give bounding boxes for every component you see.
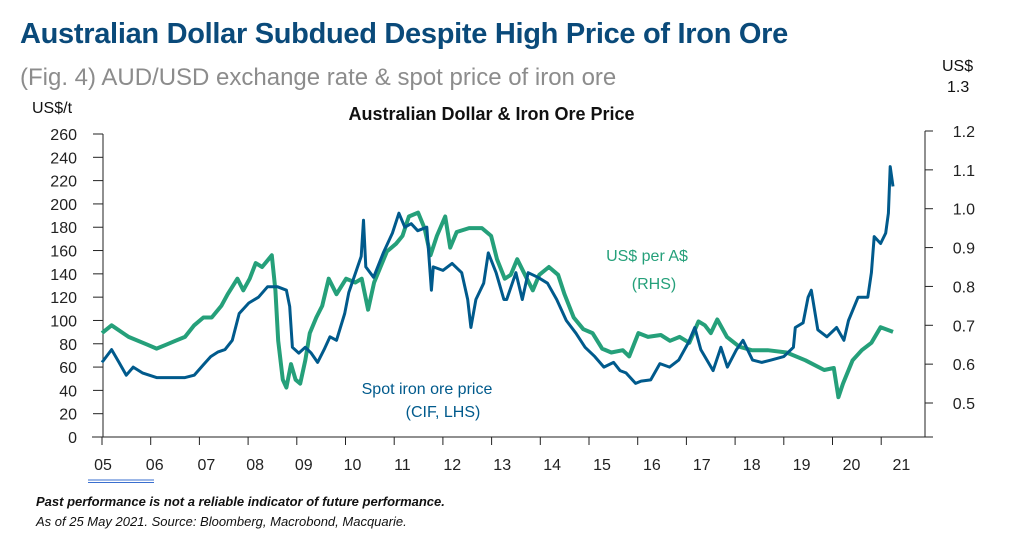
source-note: As of 25 May 2021. Source: Bloomberg, Ma… (36, 514, 407, 529)
left-axis-unit: US$/t (32, 100, 73, 117)
chart-title: Australian Dollar & Iron Ore Price (0, 104, 1003, 125)
left-tick-label: 140 (50, 267, 77, 284)
left-tick-label: 100 (50, 313, 77, 330)
left-tick-label: 20 (59, 407, 77, 424)
x-tick-label: 07 (198, 457, 216, 474)
aud-series-label-line2: (RHS) (632, 276, 676, 293)
right-tick-label: 1.0 (953, 202, 975, 219)
left-tick-label: 0 (68, 430, 77, 447)
right-tick-label: 0.6 (953, 357, 975, 374)
right-axis-unit: US$ (942, 58, 974, 75)
left-tick-label: 60 (59, 360, 77, 377)
x-tick-label: 16 (643, 457, 661, 474)
left-tick-label: 40 (59, 383, 77, 400)
left-tick-label: 80 (59, 337, 77, 354)
disclaimer: Past performance is not a reliable indic… (36, 494, 445, 509)
axes: 0 20 40 60 80 100 120 140 160 180 200 220 240 260 0.5 0… (50, 124, 975, 483)
page-title: Australian Dollar Subdued Despite High P… (20, 18, 788, 50)
x-tick-label: 10 (344, 457, 362, 474)
x-tick-label: 19 (793, 457, 811, 474)
x-tick-label: 18 (743, 457, 761, 474)
aud-series-label: US$ per A$ (606, 248, 688, 265)
x-tick-label: 13 (493, 457, 511, 474)
x-tick-label: 09 (295, 457, 313, 474)
right-axis-extra-label: 1.3 (947, 79, 970, 96)
left-tick-label: 220 (50, 174, 77, 191)
iron-ore-line (100, 165, 895, 385)
x-tick-label: 14 (543, 457, 561, 474)
right-tick-label: 0.9 (953, 241, 975, 258)
x-tick-label: 20 (843, 457, 861, 474)
page-subtitle: (Fig. 4) AUD/USD exchange rate & spot pr… (20, 64, 617, 91)
x-tick-label: 06 (146, 457, 164, 474)
right-tick-label: 0.5 (953, 396, 975, 413)
x-tick-label: 05 (94, 457, 112, 474)
right-tick-label: 1.2 (953, 124, 975, 141)
left-tick-label: 200 (50, 197, 77, 214)
chart-title-text: Australian Dollar & Iron Ore Price (348, 104, 635, 124)
iron-ore-series-label: Spot iron ore price (362, 381, 493, 398)
left-tick-label: 180 (50, 220, 77, 237)
left-tick-label: 160 (50, 244, 77, 261)
x-tick-label: 11 (394, 457, 411, 474)
right-tick-label: 0.7 (953, 318, 975, 335)
right-tick-label: 0.8 (953, 279, 975, 296)
right-tick-label: 1.1 (953, 163, 975, 180)
left-tick-label: 240 (50, 150, 77, 167)
x-tick-label: 12 (443, 457, 461, 474)
left-tick-label: 260 (50, 127, 77, 144)
aud-line (100, 210, 894, 400)
x-tick-label: 21 (893, 457, 911, 474)
x-tick-label: 15 (593, 457, 611, 474)
x-tick-label: 17 (693, 457, 711, 474)
series-group (100, 165, 895, 400)
x-tick-label: 08 (246, 457, 264, 474)
left-tick-label: 120 (50, 290, 77, 307)
iron-ore-series-label-line2: (CIF, LHS) (406, 404, 481, 421)
